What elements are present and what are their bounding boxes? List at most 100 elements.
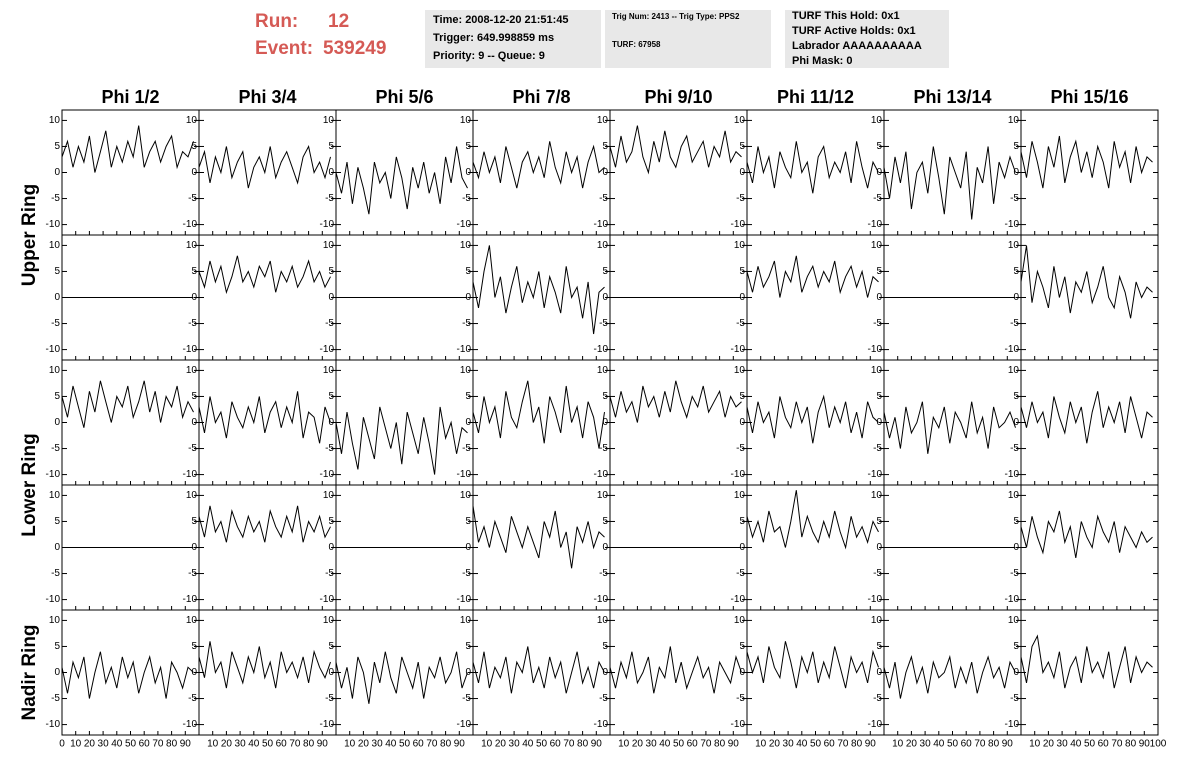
y-tick-label: -10 <box>183 594 198 605</box>
y-tick-label: 5 <box>465 641 471 652</box>
y-tick-label: -5 <box>599 193 608 204</box>
y-tick-label: -10 <box>731 719 746 730</box>
y-tick-label: 10 <box>460 240 472 251</box>
waveform <box>883 146 1016 220</box>
column-title: Phi 11/12 <box>777 87 854 107</box>
info-box <box>785 10 949 68</box>
y-tick-label: 5 <box>54 641 60 652</box>
x-tick-label: 80 <box>1125 739 1137 750</box>
waveform <box>1020 135 1153 189</box>
y-tick-label: 0 <box>191 417 197 428</box>
y-tick-label: 5 <box>1013 641 1019 652</box>
y-tick-label: -5 <box>51 193 60 204</box>
x-tick-label: 40 <box>385 739 397 750</box>
waveform <box>198 505 331 543</box>
waveform <box>883 401 1016 454</box>
x-tick-label: 50 <box>810 739 822 750</box>
y-tick-label: 10 <box>186 240 198 251</box>
y-tick-label: -5 <box>736 193 745 204</box>
x-tick-label: 80 <box>440 739 452 750</box>
panel-frame <box>335 359 474 486</box>
y-tick-label: -10 <box>320 594 335 605</box>
x-tick-label: 40 <box>933 739 945 750</box>
x-tick-label: 20 <box>1043 739 1055 750</box>
y-tick-label: -5 <box>599 318 608 329</box>
y-tick-label: 5 <box>465 266 471 277</box>
panel-frame <box>472 484 611 611</box>
x-tick-label: 90 <box>591 739 603 750</box>
waveform <box>746 255 879 298</box>
y-tick-label: 0 <box>876 667 882 678</box>
x-tick-label: 10 <box>481 739 493 750</box>
y-tick-label: -10 <box>1005 719 1020 730</box>
waveform <box>1020 510 1153 558</box>
info-text: Trig Num: 2413 -- Trig Type: PPS2 <box>612 12 740 21</box>
x-tick-label: 60 <box>550 739 562 750</box>
y-tick-label: -10 <box>594 719 609 730</box>
y-tick-label: 10 <box>1008 240 1020 251</box>
y-tick-label: 5 <box>1013 266 1019 277</box>
y-tick-label: 10 <box>734 240 746 251</box>
y-tick-label: 10 <box>734 615 746 626</box>
y-tick-label: -5 <box>1010 443 1019 454</box>
x-tick-label: 40 <box>111 739 123 750</box>
y-tick-label: 5 <box>602 391 608 402</box>
y-tick-label: 0 <box>1013 667 1019 678</box>
run-number: 12 <box>328 11 349 32</box>
y-tick-label: 5 <box>54 516 60 527</box>
y-tick-label: -10 <box>183 469 198 480</box>
x-tick-label: 20 <box>84 739 96 750</box>
panel-frame <box>1020 234 1159 361</box>
y-tick-label: 10 <box>871 365 883 376</box>
panel-frame <box>746 234 885 361</box>
y-tick-label: 10 <box>323 115 335 126</box>
panel-frame <box>1020 609 1159 736</box>
x-tick-label: 10 <box>755 739 767 750</box>
y-tick-label: -10 <box>731 219 746 230</box>
panel-frame <box>883 109 1022 236</box>
y-tick-label: 10 <box>323 365 335 376</box>
waveform <box>198 391 331 444</box>
y-tick-label: 10 <box>49 490 61 501</box>
y-tick-label: -5 <box>1010 318 1019 329</box>
y-tick-label: -5 <box>873 443 882 454</box>
x-tick-label: 60 <box>276 739 288 750</box>
y-tick-label: 5 <box>328 141 334 152</box>
y-tick-label: 0 <box>1013 292 1019 303</box>
x-tick-label: 30 <box>372 739 384 750</box>
x-tick-label: 10 <box>892 739 904 750</box>
column-title: Phi 9/10 <box>644 87 712 107</box>
y-tick-label: 5 <box>465 516 471 527</box>
y-tick-label: 0 <box>465 167 471 178</box>
waveform <box>335 406 468 475</box>
y-tick-label: -10 <box>868 219 883 230</box>
y-tick-label: -10 <box>868 344 883 355</box>
x-tick-label: 10 <box>70 739 82 750</box>
y-tick-label: -10 <box>594 469 609 480</box>
y-tick-label: 10 <box>186 490 198 501</box>
y-tick-label: -10 <box>731 344 746 355</box>
y-tick-label: -5 <box>51 443 60 454</box>
y-tick-label: -5 <box>462 693 471 704</box>
y-tick-label: -5 <box>736 693 745 704</box>
y-tick-label: 10 <box>1008 365 1020 376</box>
y-tick-label: 0 <box>191 667 197 678</box>
y-tick-label: 5 <box>1013 516 1019 527</box>
y-tick-label: 10 <box>323 490 335 501</box>
x-tick-label: 90 <box>1002 739 1014 750</box>
y-tick-label: -5 <box>462 443 471 454</box>
y-tick-label: 10 <box>1008 615 1020 626</box>
x-tick-label: 20 <box>221 739 233 750</box>
y-tick-label: 5 <box>739 266 745 277</box>
y-tick-label: -10 <box>594 594 609 605</box>
waveform <box>472 505 605 569</box>
y-tick-label: 0 <box>465 667 471 678</box>
y-tick-label: 0 <box>739 542 745 553</box>
x-tick-label: 30 <box>920 739 932 750</box>
y-tick-label: 0 <box>54 542 60 553</box>
y-tick-label: 10 <box>734 490 746 501</box>
x-tick-label: 70 <box>700 739 712 750</box>
x-tick-label: 20 <box>906 739 918 750</box>
y-tick-label: 5 <box>328 391 334 402</box>
x-tick-label: 30 <box>98 739 110 750</box>
